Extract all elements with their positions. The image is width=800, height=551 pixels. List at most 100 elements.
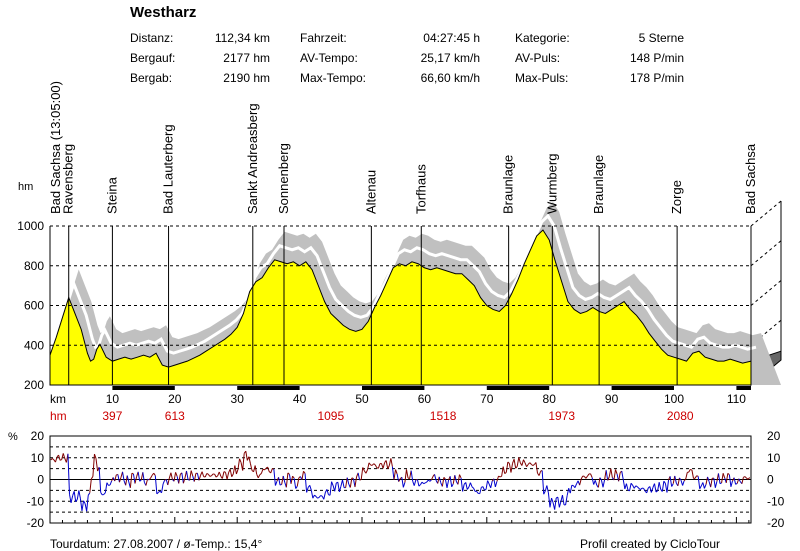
gradient-segment [271, 469, 273, 473]
gradient-segment [162, 484, 164, 493]
gradient-segment [93, 454, 95, 476]
gradient-segment [374, 464, 376, 465]
gradient-segment [470, 483, 472, 487]
gradient-segment [341, 480, 343, 486]
gradient-segment [280, 484, 282, 485]
gradient-segment [180, 473, 182, 475]
gradient-segment [606, 470, 608, 480]
gradient-segment [74, 491, 76, 501]
gradient-segment [597, 485, 599, 487]
gradient-segment [422, 482, 424, 484]
km-bar-segment [362, 386, 424, 390]
cumulative-ascent-label: 397 [102, 409, 122, 423]
gradient-segment [651, 487, 653, 492]
gradient-segment [263, 469, 265, 470]
ascent-row-unit: hm [50, 409, 67, 423]
gradient-segment [215, 474, 217, 477]
gradient-segment [731, 481, 733, 487]
gradient-segment [438, 477, 440, 484]
gradient-segment [98, 467, 100, 471]
gradient-segment [364, 471, 366, 474]
gradient-segment [238, 459, 240, 470]
stat-value-max-puls: 178 P/min [600, 71, 684, 85]
gradient-segment [619, 473, 621, 482]
gradient-segment [208, 474, 210, 476]
footer-credit: Profil created by CicloTour [580, 537, 720, 551]
gradient-segment [99, 467, 101, 492]
gradient-segment [361, 467, 363, 479]
gradient-segment [372, 464, 374, 466]
gradient-segment [286, 473, 288, 487]
gradient-segment [516, 466, 518, 468]
gradient-segment [90, 479, 92, 493]
profile-shadow-highlight [55, 216, 756, 353]
gradient-segment [452, 484, 454, 487]
gradient-segment [630, 483, 632, 491]
gradient-segment [701, 482, 703, 485]
gradient-segment [339, 486, 341, 492]
gradient-segment [165, 479, 167, 480]
gradient-segment [80, 499, 82, 511]
gradient-segment [617, 474, 619, 481]
gradient-segment [559, 502, 561, 508]
gradient-segment [283, 476, 285, 482]
gradient-segment [288, 473, 290, 474]
gradient-y-tick-right: 0 [767, 473, 774, 487]
gradient-segment [591, 474, 593, 478]
gradient-segment [414, 480, 416, 486]
gradient-segment [110, 481, 112, 485]
stat-value-bergab: 2190 hm [200, 71, 270, 85]
x-tick-label: 100 [664, 392, 684, 406]
gradient-segment [293, 476, 295, 478]
gradient-segment [155, 476, 157, 494]
gradient-unit: % [8, 431, 18, 443]
gradient-segment [269, 472, 271, 473]
gradient-segment [59, 455, 61, 460]
gradient-segment [319, 496, 321, 498]
gradient-segment [569, 488, 571, 493]
gradient-segment [472, 487, 474, 488]
gradient-segment [358, 473, 360, 480]
gradient-segment [608, 477, 610, 481]
gradient-segment [152, 473, 154, 475]
side-face [751, 351, 781, 385]
gradient-segment [536, 462, 538, 473]
gradient-segment [633, 485, 635, 488]
gradient-segment [183, 478, 185, 483]
gradient-segment [706, 477, 708, 485]
gradient-segment [542, 470, 544, 494]
gradient-segment [740, 482, 742, 484]
x-tick-label: 90 [605, 392, 619, 406]
gradient-segment [537, 473, 539, 475]
x-tick-label: 10 [106, 392, 120, 406]
gradient-segment [709, 482, 711, 488]
depth-gridline [751, 241, 781, 266]
gradient-segment [84, 501, 86, 504]
gradient-segment [541, 470, 543, 471]
gradient-segment [645, 491, 647, 493]
gradient-segment [146, 479, 148, 485]
waypoint-label: Zorge [669, 180, 684, 214]
gradient-y-tick-right: -20 [767, 516, 785, 530]
gradient-segment [667, 480, 669, 492]
gradient-segment [739, 479, 741, 482]
gradient-segment [52, 459, 54, 460]
gradient-segment [708, 477, 710, 482]
gradient-segment [193, 476, 195, 482]
gradient-segment [430, 480, 432, 481]
gradient-segment [182, 473, 184, 483]
gradient-segment [424, 483, 426, 484]
depth-gridline [751, 320, 781, 345]
waypoint-label: Ravensberg [61, 144, 76, 214]
gradient-segment [240, 459, 242, 463]
x-axis-unit: km [50, 392, 66, 406]
gradient-segment [743, 477, 745, 478]
gradient-segment [553, 503, 555, 510]
gradient-segment [229, 469, 231, 472]
gradient-segment [586, 476, 588, 478]
gradient-y-tick-left: 20 [31, 429, 45, 443]
gradient-segment [350, 478, 352, 488]
gradient-segment [433, 474, 435, 476]
gradient-segment [268, 467, 270, 472]
gradient-segment [508, 462, 510, 464]
